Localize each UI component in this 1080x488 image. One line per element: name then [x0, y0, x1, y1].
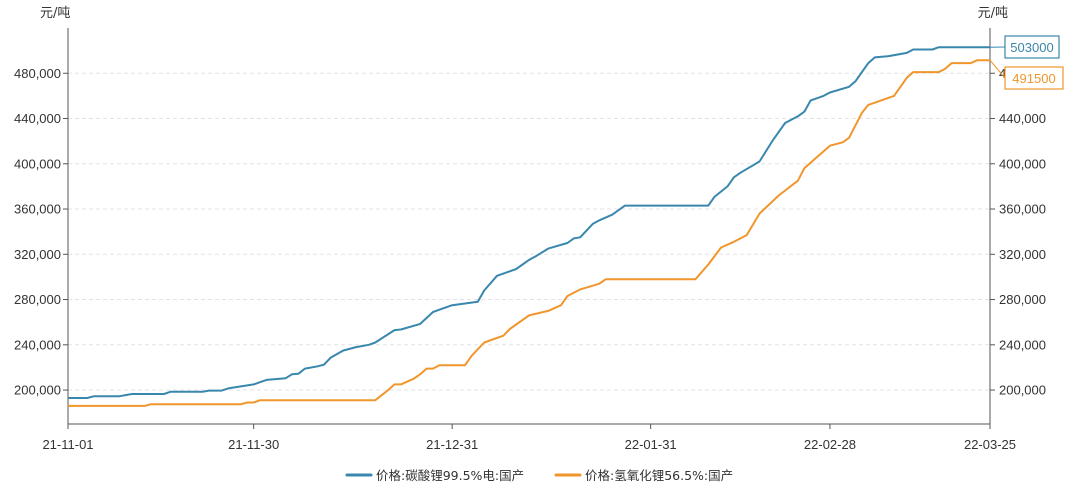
x-tick-label: 22-01-31: [625, 437, 677, 452]
x-tick-label: 21-11-30: [228, 437, 279, 452]
grid-lines: [68, 72, 990, 391]
left-y-tick-label: 320,000: [14, 247, 61, 262]
right-y-ticks: 200,000 240,000 280,000 320,000 360,000 400,0…: [990, 66, 1046, 398]
series-line-0: [68, 46, 990, 399]
end-label-series-0: 503000: [989, 35, 1060, 59]
right-y-tick-label: 200,000: [999, 383, 1046, 398]
left-y-tick-label: 280,000: [14, 292, 61, 307]
axes: [67, 28, 991, 425]
x-tick-label: 22-02-28: [804, 437, 856, 452]
x-ticks: 21-11-01 21-11-30 21-12-31 22-01-31 22-02-28…: [42, 424, 1016, 452]
right-y-tick-label: 320,000: [999, 247, 1046, 262]
right-y-tick-label: 400,000: [999, 156, 1046, 171]
legend-item-series-0[interactable]: 价格:碳酸锂99.5%电:国产: [345, 468, 524, 483]
end-label-value: 503000: [1010, 40, 1053, 55]
legend-label-series-1: 价格:氢氧化锂56.5%:国产: [585, 468, 733, 483]
left-y-tick-label: 480,000: [14, 66, 61, 81]
left-y-tick-label: 240,000: [14, 337, 61, 352]
right-y-tick-label: 280,000: [999, 292, 1046, 307]
right-y-tick-label: 440,000: [999, 111, 1046, 126]
legend[interactable]: 价格:碳酸锂99.5%电:国产 价格:氢氧化锂56.5%:国产: [345, 468, 733, 483]
x-tick-label: 22-03-25: [964, 437, 1016, 452]
left-y-tick-label: 200,000: [14, 383, 61, 398]
left-y-ticks: 200,000 240,000 280,000 320,000 360,000 400,0…: [14, 66, 68, 398]
right-y-tick-label: 360,000: [999, 202, 1046, 217]
legend-label-series-0: 价格:碳酸锂99.5%电:国产: [376, 468, 524, 483]
end-labels: 503000 491500: [989, 35, 1064, 90]
end-label-value: 491500: [1012, 71, 1055, 86]
right-y-tick-label: 240,000: [999, 337, 1046, 352]
end-label-box: [1004, 66, 1064, 90]
left-y-tick-label: 440,000: [14, 111, 61, 126]
end-label-series-1: 491500: [989, 59, 1064, 90]
series-line-1: [68, 59, 990, 407]
legend-item-series-1[interactable]: 价格:氢氧化锂56.5%:国产: [554, 468, 733, 483]
left-y-tick-label: 400,000: [14, 156, 61, 171]
left-y-tick-label: 360,000: [14, 202, 61, 217]
x-tick-label: 21-11-01: [42, 437, 93, 452]
end-label-pointer: [989, 59, 1006, 79]
end-label-box: [1004, 35, 1060, 59]
x-tick-label: 21-12-31: [426, 437, 478, 452]
series-lines: [68, 46, 990, 407]
right-axis-unit-label: 元/吨: [978, 6, 1008, 21]
left-axis-unit-label: 元/吨: [40, 6, 70, 21]
